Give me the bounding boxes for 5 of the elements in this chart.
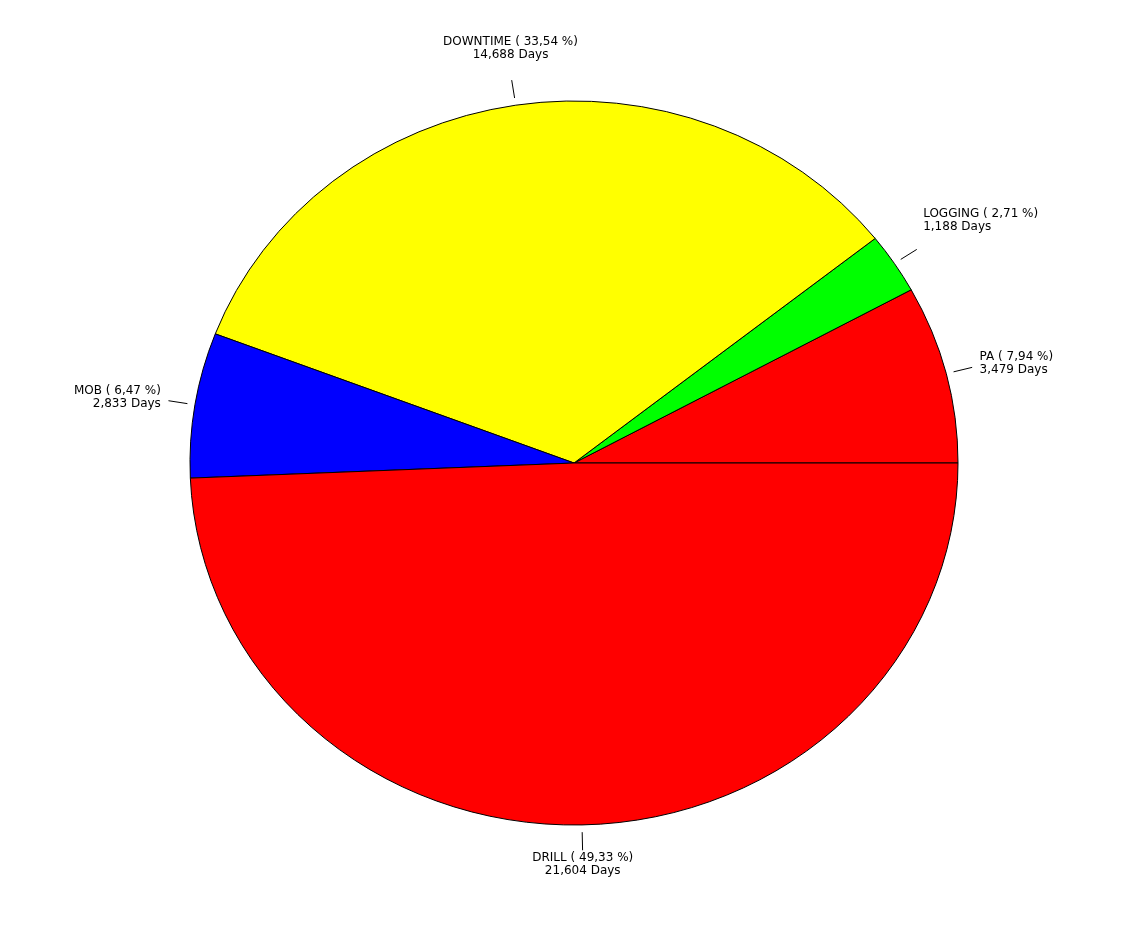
slice-label: MOB ( 6,47 %) 2,833 Days	[73, 382, 161, 410]
slice-label: DRILL ( 49,33 %) 21,604 Days	[532, 850, 634, 878]
slice-label: DOWNTIME ( 33,54 %) 14,688 Days	[443, 33, 578, 61]
slice-label: LOGGING ( 2,71 %) 1,188 Days	[923, 206, 1039, 234]
slice-label: PA ( 7,94 %) 3,479 Days	[979, 348, 1054, 376]
